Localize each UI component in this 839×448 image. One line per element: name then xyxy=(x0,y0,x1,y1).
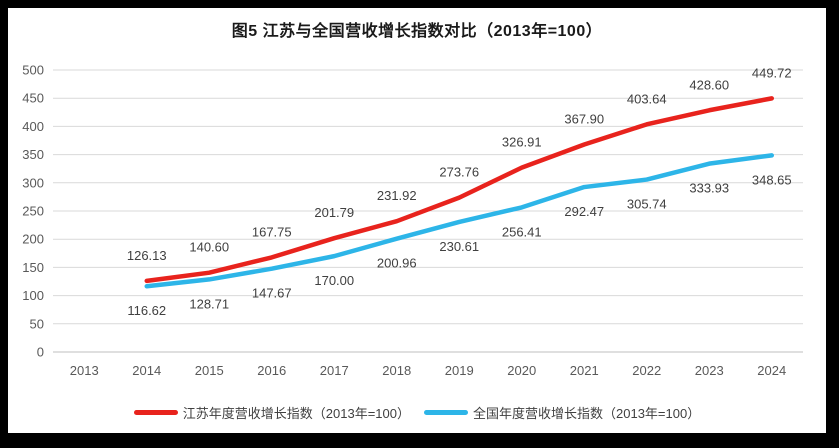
x-tick-label: 2013 xyxy=(70,363,99,378)
legend-swatch-jiangsu-line xyxy=(133,409,178,415)
y-tick-label: 100 xyxy=(22,288,44,303)
chart-svg: 0 50 100 150 200 250 300 350 400 450 500 2013 2014 20… xyxy=(22,63,803,378)
x-tick-label: 2015 xyxy=(195,363,224,378)
y-tick-label: 350 xyxy=(22,147,44,162)
data-label-jiangsu_red: 126.13 xyxy=(127,248,167,263)
data-label-jiangsu_red: 428.60 xyxy=(689,77,729,92)
data-label-national_blue: 292.47 xyxy=(564,204,604,219)
legend-label-national: 全国年度营收增长指数（2013年=100） xyxy=(473,405,701,421)
x-tick-label: 2017 xyxy=(320,363,349,378)
data-label-jiangsu_red: 367.90 xyxy=(564,112,604,127)
y-tick-label: 150 xyxy=(22,260,44,275)
data-label-jiangsu_red: 449.72 xyxy=(752,65,792,80)
y-tick-label: 300 xyxy=(22,175,44,190)
data-label-jiangsu_red: 231.92 xyxy=(377,188,417,203)
x-tick-label: 2016 xyxy=(257,363,286,378)
x-tick-label: 2018 xyxy=(382,363,411,378)
data-label-national_blue: 170.00 xyxy=(314,273,354,288)
chart-legend: 江苏年度营收增长指数（2013年=100） 全国年度营收增长指数（2013年=1… xyxy=(8,399,826,425)
y-tick-label: 500 xyxy=(22,63,44,78)
data-label-national_blue: 200.96 xyxy=(377,256,417,271)
data-label-jiangsu_red: 403.64 xyxy=(627,91,667,106)
y-tick-label: 0 xyxy=(37,345,44,360)
series-line-national_blue xyxy=(144,153,774,289)
legend-label-jiangsu: 江苏年度营收增长指数（2013年=100） xyxy=(182,405,410,421)
data-label-national_blue: 305.74 xyxy=(627,197,667,212)
legend-item-national: 全国年度营收增长指数（2013年=100） xyxy=(424,403,700,422)
x-tick-label: 2020 xyxy=(507,363,536,378)
y-tick-label: 200 xyxy=(22,232,44,247)
data-label-national_blue: 256.41 xyxy=(502,224,542,239)
data-label-national_blue: 116.62 xyxy=(127,303,166,318)
data-label-jiangsu_red: 326.91 xyxy=(502,135,542,150)
data-label-jiangsu_red: 140.60 xyxy=(189,240,229,255)
data-label-jiangsu_red: 201.79 xyxy=(314,205,354,220)
chart-title: 图5 江苏与全国营收增长指数对比（2013年=100） xyxy=(231,23,603,40)
x-tick-label: 2021 xyxy=(570,363,599,378)
legend-item-jiangsu: 江苏年度营收增长指数（2013年=100） xyxy=(133,403,410,422)
series-line-jiangsu_red xyxy=(144,96,774,284)
data-label-national_blue: 147.67 xyxy=(252,286,292,301)
data-label-jiangsu_red: 273.76 xyxy=(439,165,479,180)
data-label-national_blue: 348.65 xyxy=(752,172,792,187)
data-label-national_blue: 230.61 xyxy=(439,239,479,254)
x-tick-label: 2024 xyxy=(757,363,786,378)
y-tick-label: 400 xyxy=(22,119,44,134)
x-tick-label: 2023 xyxy=(695,363,724,378)
data-label-national_blue: 128.71 xyxy=(189,296,229,311)
x-tick-label: 2014 xyxy=(132,363,161,378)
data-label-national_blue: 333.93 xyxy=(689,181,729,196)
data-label-jiangsu_red: 167.75 xyxy=(252,224,292,239)
legend-swatch-national-line xyxy=(424,409,468,415)
x-tick-label: 2022 xyxy=(632,363,661,378)
x-tick-label: 2019 xyxy=(445,363,474,378)
y-tick-label: 450 xyxy=(22,91,44,106)
y-tick-label: 50 xyxy=(30,316,44,331)
y-tick-label: 250 xyxy=(22,204,44,219)
chart-canvas: 图5 江苏与全国营收增长指数对比（2013年=100） 0 50 100 150 200… xyxy=(8,8,826,433)
